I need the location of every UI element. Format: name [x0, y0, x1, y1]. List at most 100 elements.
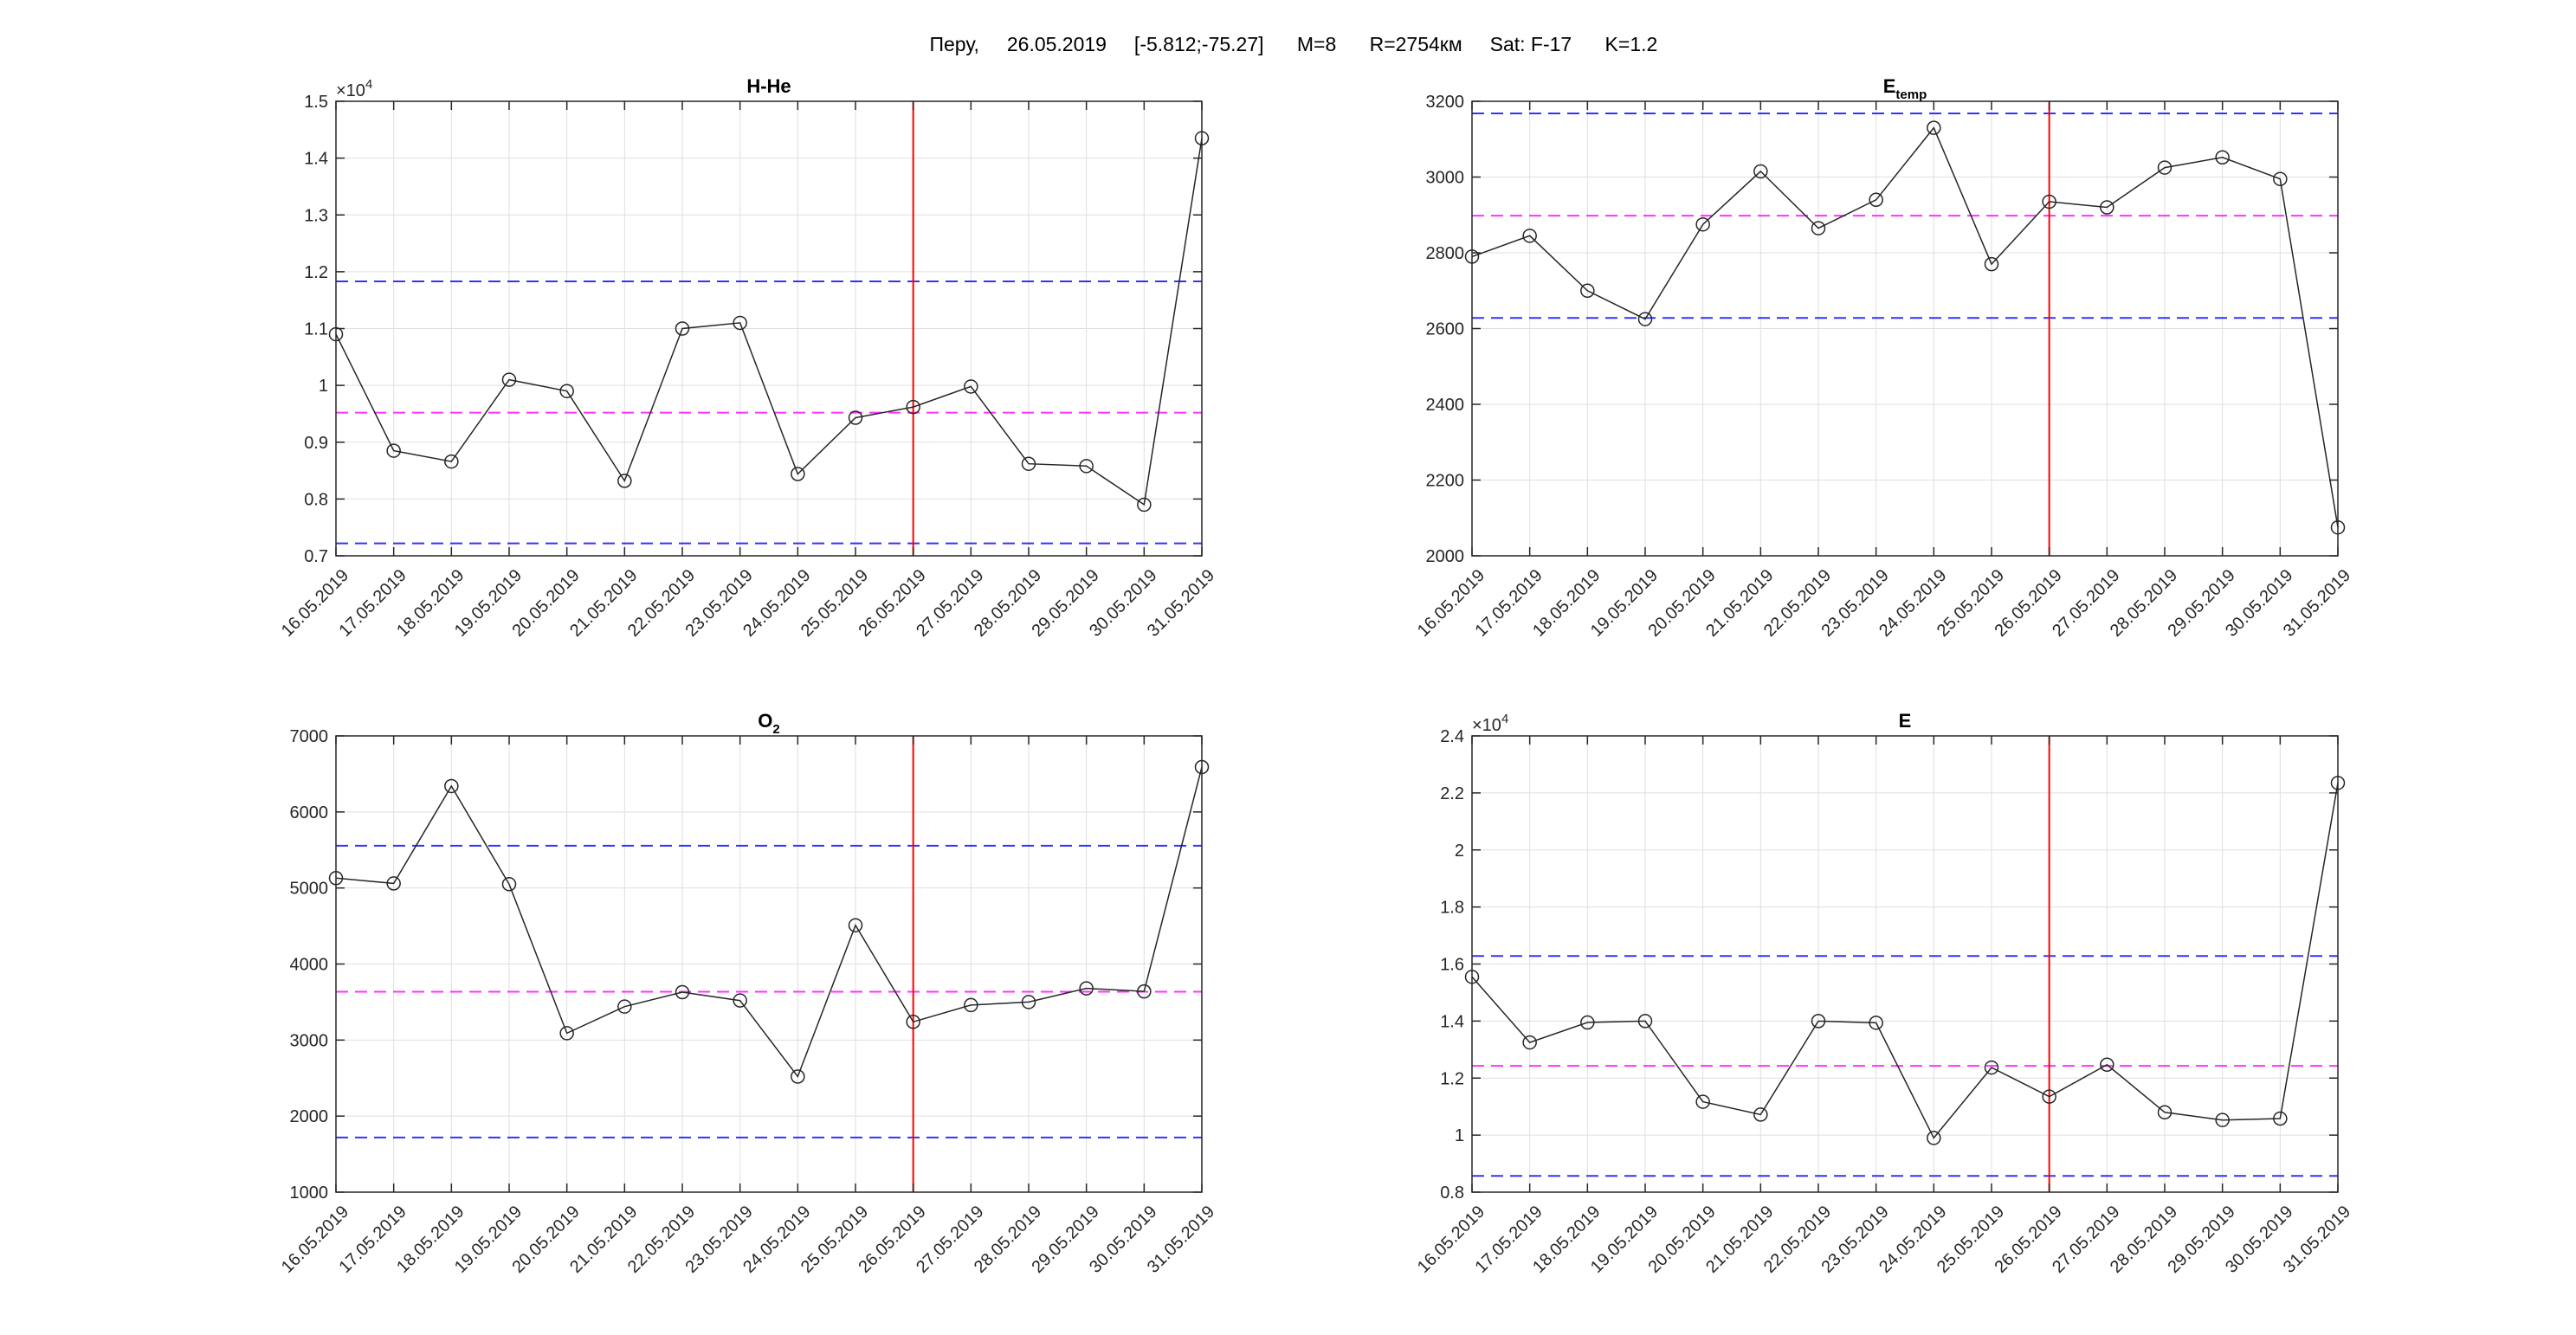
y-exponent-label: ×104	[1472, 712, 1508, 735]
header-text: Перу, 26.05.2019 [-5.812;-75.27] M=8 R=2…	[929, 33, 1658, 55]
figure-header: Перу, 26.05.2019 [-5.812;-75.27] M=8 R=2…	[0, 0, 2576, 55]
y-tick-label: 2600	[1426, 320, 1465, 339]
chart-title-main: H-He	[746, 75, 791, 97]
chart-title: Etemp	[1883, 75, 1927, 102]
data-point	[2273, 171, 2288, 186]
y-tick-label: 4000	[290, 956, 329, 975]
chart-title: E	[1899, 710, 1912, 732]
y-tick-label: 3000	[1426, 169, 1465, 188]
chart-title: O2	[758, 710, 779, 737]
data-point	[559, 1026, 574, 1041]
data-point	[1984, 1060, 1999, 1075]
data-point	[964, 997, 978, 1013]
y-tick-label: 2400	[1426, 396, 1465, 415]
data-point	[1021, 456, 1036, 471]
data-point	[328, 326, 344, 342]
chart-title-subscript: 2	[772, 722, 779, 737]
data-point	[2215, 150, 2230, 164]
data-point	[1522, 229, 1537, 243]
chart-title: H-He	[746, 75, 791, 97]
y-tick-label: 1.1	[304, 320, 328, 339]
y-tick-label: 2.2	[1440, 784, 1464, 803]
y-exponent-label: ×104	[336, 77, 372, 100]
y-tick-label: 1	[319, 377, 328, 396]
chart-title-subscript: temp	[1895, 87, 1927, 102]
data-point	[2042, 194, 2056, 210]
chart-title-main: E	[1883, 75, 1896, 97]
data-point	[1695, 216, 1710, 232]
series-line	[335, 766, 1203, 1079]
data-point	[501, 372, 517, 387]
data-point	[2157, 160, 2172, 175]
data-point	[964, 379, 978, 394]
y-tick-label: 1.2	[1440, 1069, 1464, 1088]
data-point	[2100, 1057, 2114, 1073]
data-point	[2273, 1111, 2288, 1126]
data-point	[1522, 1035, 1537, 1050]
y-tick-label: 1.4	[304, 150, 328, 169]
data-point	[444, 454, 459, 469]
data-point	[1869, 192, 1883, 207]
data-point	[1811, 221, 1826, 235]
data-point	[2215, 1112, 2230, 1127]
y-tick-label: 1000	[290, 1183, 329, 1203]
y-tick-label: 7000	[290, 727, 329, 746]
data-point	[1637, 1014, 1653, 1029]
y-tick-label: 1.4	[1440, 1012, 1464, 1031]
y-tick-label: 2200	[1426, 472, 1465, 491]
data-point	[386, 876, 401, 891]
y-tick-label: 0.9	[304, 434, 328, 453]
data-point	[1811, 1014, 1826, 1029]
data-point	[617, 474, 632, 488]
data-point	[328, 870, 344, 886]
y-tick-label: 1.5	[304, 93, 328, 112]
data-point	[2330, 519, 2346, 535]
y-tick-label: 0.8	[1440, 1183, 1464, 1203]
y-tick-label: 5000	[290, 880, 329, 899]
data-point	[501, 877, 517, 892]
y-tick-label: 6000	[290, 803, 329, 822]
data-point	[1194, 131, 1210, 145]
data-point	[675, 321, 690, 336]
data-point	[1580, 1015, 1595, 1030]
data-point	[1753, 1107, 1768, 1122]
data-point	[2157, 1105, 2172, 1120]
y-exponent-power: 4	[1501, 712, 1508, 726]
data-point	[1464, 249, 1480, 264]
data-point	[733, 315, 747, 331]
y-exponent-power: 4	[365, 77, 372, 92]
series-line	[335, 138, 1203, 506]
data-point	[1194, 759, 1210, 775]
chart-panel-4: 0.811.21.41.61.822.22.416.05.201917.05.2…	[1414, 710, 2354, 1277]
y-tick-label: 2000	[290, 1107, 329, 1126]
data-point	[1984, 256, 1999, 272]
data-point	[1580, 283, 1595, 298]
data-point	[1021, 995, 1036, 1009]
data-point	[1869, 1016, 1883, 1030]
data-point	[906, 399, 920, 415]
y-tick-label: 2.4	[1440, 727, 1464, 746]
data-point	[617, 999, 632, 1014]
data-point	[2042, 1089, 2056, 1104]
chart-title-main: O	[758, 710, 772, 732]
data-point	[386, 443, 401, 458]
chart-panel-3: 100020003000400050006000700016.05.201917…	[278, 710, 1218, 1277]
data-point	[559, 384, 574, 398]
data-point	[733, 993, 747, 1008]
y-tick-label: 1.6	[1440, 956, 1464, 975]
y-tick-label: 1	[1455, 1126, 1464, 1145]
data-point	[1637, 312, 1653, 326]
y-tick-label: 1.2	[304, 263, 328, 282]
data-point	[1927, 1131, 1941, 1145]
data-point	[1079, 981, 1094, 996]
data-point	[1695, 1094, 1710, 1109]
data-point	[444, 778, 459, 794]
data-point	[791, 1069, 805, 1084]
data-point	[848, 918, 863, 932]
data-point	[848, 410, 863, 425]
data-point	[675, 984, 690, 1000]
chart-panel-2: 200022002400260028003000320016.05.201917…	[1414, 75, 2354, 641]
y-exponent-base: ×10	[1472, 716, 1501, 735]
y-exponent-base: ×10	[336, 81, 365, 100]
